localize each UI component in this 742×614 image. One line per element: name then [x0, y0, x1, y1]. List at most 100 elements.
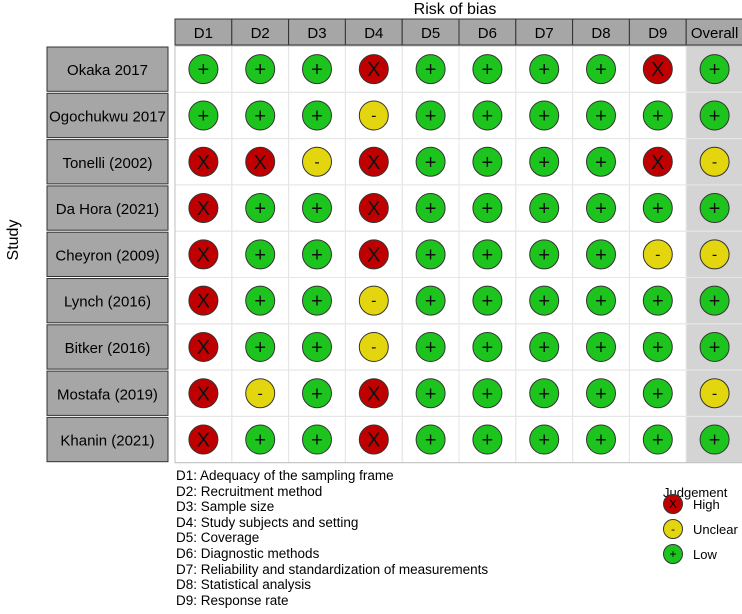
judgement-symbol: -: [712, 385, 717, 402]
judgement-unclear-icon: [699, 146, 730, 177]
judgement-low-icon: [699, 424, 730, 455]
judgement-high-icon: [188, 146, 219, 177]
judgement-low-icon: [586, 331, 616, 362]
judgement-low-icon: [699, 54, 730, 85]
judgement-low-icon: [586, 378, 616, 409]
domain-description: D6: Diagnostic methods: [176, 545, 320, 561]
judgement-low-icon: [415, 424, 446, 455]
judgement-low-icon: [529, 378, 560, 409]
judgement-low-icon: [472, 146, 503, 177]
judgement-low-icon: [699, 285, 730, 316]
domain-header-cell: [174, 18, 233, 46]
judgement-symbol: -: [371, 339, 376, 356]
judgement-low-icon: [245, 239, 276, 270]
judgement-high-icon: [642, 146, 673, 177]
domain-description: D8: Statistical analysis: [176, 577, 312, 593]
study-name: Khanin (2021): [60, 433, 154, 450]
domain-header-label: D4: [364, 25, 383, 42]
judgement-high-icon: [188, 378, 219, 409]
judgement-low-icon: [245, 331, 276, 362]
judgement-low-icon: [642, 378, 673, 409]
study-name: Cheyron (2009): [55, 247, 159, 264]
study-name: Mostafa (2019): [57, 386, 158, 403]
judgement-low-icon: [472, 239, 503, 270]
domain-header-label: D9: [648, 25, 667, 42]
judgement-symbol: -: [712, 154, 717, 171]
judgement-symbol: +: [709, 291, 721, 313]
judgement-symbol: X: [197, 152, 210, 174]
judgement-symbol: +: [482, 198, 494, 220]
judgement-low-icon: [302, 100, 332, 131]
study-name-cell: [46, 278, 169, 324]
judgement-low-icon: [472, 331, 503, 362]
judgement-high-icon: [245, 146, 276, 177]
domain-header-cell: [628, 18, 687, 46]
judgement-symbol: +: [254, 105, 266, 127]
judgement-unclear-icon: [699, 239, 730, 270]
judgement-symbol: -: [371, 293, 376, 310]
judgement-unclear-icon: [245, 378, 276, 409]
judgement-symbol: +: [198, 59, 210, 81]
study-name-cell: [46, 416, 169, 463]
judgement-low-icon: [642, 331, 673, 362]
judgement-low-icon: [472, 378, 503, 409]
judgement-symbol: +: [652, 198, 664, 220]
judgement-low-icon: [302, 54, 332, 85]
judgement-low-icon: [415, 331, 446, 362]
judgement-low-icon: [586, 100, 616, 131]
judgement-symbol: +: [254, 291, 266, 313]
judgement-unclear-icon: [699, 378, 730, 409]
judgement-symbol: -: [371, 107, 376, 124]
judgement-low-icon: [699, 100, 730, 131]
judgement-symbol: +: [254, 198, 266, 220]
judgement-symbol: X: [197, 337, 210, 359]
judgement-symbol: X: [651, 152, 664, 174]
judgement-symbol: X: [367, 430, 380, 452]
judgement-symbol: +: [652, 430, 664, 452]
judgement-symbol: X: [197, 383, 210, 405]
domain-header-cell: [401, 18, 460, 46]
judgement-symbol: +: [538, 198, 550, 220]
judgement-low-icon: [586, 424, 616, 455]
grid-border: [174, 45, 742, 464]
domain-description: D2: Recruitment method: [176, 483, 323, 499]
judgement-low-icon: [302, 193, 332, 224]
judgement-symbol: +: [482, 59, 494, 81]
judgement-low-icon: [642, 424, 673, 455]
high-icon: X: [663, 494, 683, 514]
judgement-symbol: X: [197, 291, 210, 313]
judgement-unclear-icon: [302, 146, 332, 177]
judgement-symbol: +: [311, 337, 323, 359]
domain-descriptions: D1: Adequacy of the sampling frame D2: R…: [176, 468, 488, 608]
judgement-low-icon: [529, 54, 560, 85]
judgement-high-icon: [358, 378, 389, 409]
judgement-symbol: +: [254, 244, 266, 266]
judgement-symbol: X: [367, 152, 380, 174]
judgement-symbol: +: [254, 337, 266, 359]
study-name-cell: [46, 324, 169, 370]
judgement-symbol: +: [425, 291, 437, 313]
judgement-symbol: +: [482, 291, 494, 313]
domain-header-cell: [572, 18, 630, 46]
domain-header-label: D5: [421, 25, 440, 42]
judgement-low-icon: [302, 239, 332, 270]
judgement-low-icon: [188, 54, 219, 85]
judgement-symbol: +: [311, 105, 323, 127]
study-name: Tonelli (2002): [62, 155, 152, 172]
judgement-low-icon: [529, 146, 560, 177]
judgement-low-icon: [472, 193, 503, 224]
judgement-symbol: +: [652, 291, 664, 313]
judgement-high-icon: [358, 193, 389, 224]
judgement-low-icon: [529, 239, 560, 270]
judgement-symbol: +: [425, 59, 437, 81]
study-name-cell: [46, 139, 169, 185]
judgement-low-icon: [415, 239, 446, 270]
domain-header-label: Overall: [691, 25, 739, 42]
judgement-high-icon: [188, 331, 219, 362]
judgement-low-icon: [245, 54, 276, 85]
judgement-low-icon: [472, 285, 503, 316]
judgement-symbol: +: [538, 244, 550, 266]
judgement-low-icon: [642, 193, 673, 224]
judgement-symbol: +: [709, 337, 721, 359]
legend-label: High: [693, 496, 720, 512]
